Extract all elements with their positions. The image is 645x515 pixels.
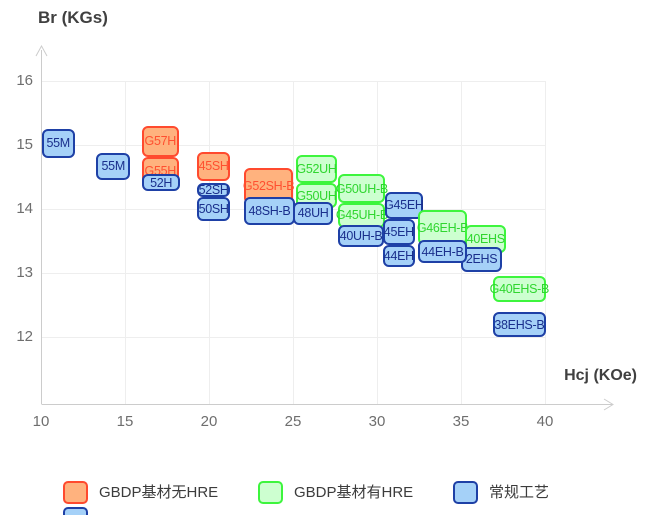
x-tick-label: 20 (200, 413, 218, 430)
grade-box-48sh-b[interactable]: 48SH-B (244, 197, 295, 225)
grade-box-50sh[interactable]: 50SH (197, 196, 230, 222)
x-axis-title: Hcj (KOe) (564, 367, 637, 384)
grade-box-45eh[interactable]: 45EH (382, 218, 415, 245)
legend-item-gbdp_no_hre[interactable]: GBDP基材无HRE (63, 481, 218, 504)
grade-box-g57h[interactable]: G57H (141, 125, 179, 157)
grade-box-g40ehs-b[interactable]: G40EHS-B (490, 276, 549, 303)
grade-box-g46eh-b[interactable]: G46EH-B (417, 210, 469, 245)
legend-item-conventional[interactable]: 常规工艺 (453, 481, 549, 504)
grade-box-38ehs-b[interactable]: 38EHS-B (492, 312, 546, 337)
grade-box-48uh[interactable]: 48UH (293, 201, 334, 225)
grade-box-g52uh[interactable]: G52UH (296, 155, 337, 184)
grade-box-52sh[interactable]: 52SH (197, 182, 230, 197)
grade-box-2ehs[interactable]: 2EHS (461, 246, 503, 272)
legend-extra-row-swatch[interactable] (63, 507, 88, 515)
grade-box-45sh[interactable]: 45SH (197, 152, 230, 181)
grade-box-44eh[interactable]: 44EH (382, 244, 415, 267)
grade-box-g50uh-b[interactable]: G50UH-B (336, 174, 388, 203)
y-tick-label: 15 (16, 136, 33, 153)
grade-box-g45eh[interactable]: G45EH (384, 191, 424, 219)
legend-swatch-gbdp_no_hre (63, 481, 88, 504)
y-tick-label: 13 (16, 264, 33, 281)
grade-box-55m[interactable]: 55M (41, 129, 75, 158)
x-tick-label: 25 (284, 413, 302, 430)
x-tick-label: 40 (536, 413, 554, 430)
x-tick-label: 15 (116, 413, 134, 430)
legend-item-gbdp_with_hre[interactable]: GBDP基材有HRE (258, 481, 413, 504)
grade-box-g45uh-b[interactable]: G45UH-B (336, 202, 388, 229)
grade-box-55m[interactable]: 55M (96, 152, 131, 181)
y-tick-label: 14 (16, 200, 33, 217)
x-tick-label: 35 (452, 413, 470, 430)
grade-box-44eh-b[interactable]: 44EH-B (418, 239, 467, 264)
grade-box-40uh-b[interactable]: 40UH-B (338, 225, 384, 247)
grade-box-52h[interactable]: 52H (141, 174, 181, 192)
y-tick-label: 12 (16, 328, 33, 345)
x-tick-label: 10 (32, 413, 50, 430)
y-axis-title: Br (KGs) (38, 8, 108, 27)
legend-swatch-gbdp_with_hre (258, 481, 283, 504)
legend-swatch-conventional (453, 481, 478, 504)
legend-label: GBDP基材有HRE (294, 484, 414, 501)
legend-label: 常规工艺 (489, 484, 550, 501)
x-tick-label: 30 (368, 413, 386, 430)
y-tick-label: 16 (16, 72, 33, 89)
legend-label: GBDP基材无HRE (99, 484, 219, 501)
